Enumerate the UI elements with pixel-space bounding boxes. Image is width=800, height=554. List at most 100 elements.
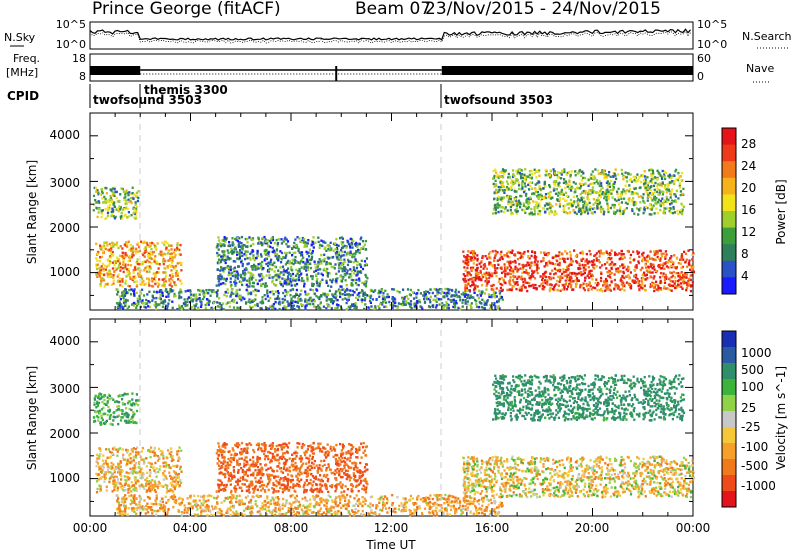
power-cell-2 (290, 297, 293, 300)
power-cell-4 (566, 276, 569, 279)
velocity-cell-0 (153, 489, 156, 492)
power-cell-4 (495, 287, 498, 290)
power-cell-2 (154, 300, 157, 304)
power-cell-3 (297, 249, 300, 252)
power-cell-4 (464, 269, 467, 272)
power-cell-3 (352, 268, 356, 271)
power-cell-2 (385, 301, 388, 304)
power-cell-4 (477, 276, 480, 279)
power-cell-5 (508, 175, 511, 179)
power-cell-0 (158, 271, 161, 274)
power-cell-5 (571, 201, 575, 205)
power-cell-2 (362, 294, 365, 297)
power-cell-3 (294, 251, 297, 254)
power-cell-0 (154, 282, 157, 286)
power-cell-2 (392, 300, 395, 303)
power-cell-3 (350, 282, 353, 285)
power-cell-4 (635, 273, 638, 277)
power-cell-3 (326, 244, 329, 247)
power-cell-4 (542, 288, 545, 291)
power-cell-3 (236, 236, 239, 240)
power-cell-0 (106, 283, 109, 286)
power-cell-0 (116, 244, 119, 247)
power-cell-4 (684, 260, 687, 264)
power-cell-3 (311, 275, 314, 278)
power-cell-2 (402, 288, 405, 291)
power-cell-4 (604, 289, 607, 292)
power-cell-2 (427, 305, 431, 308)
velocity-cell-0 (117, 466, 120, 470)
power-cell-4 (528, 257, 531, 260)
power-cell-2 (336, 298, 339, 302)
power-cell-4 (620, 253, 623, 256)
power-cell-5 (643, 170, 646, 173)
velocity-cell-0 (153, 469, 156, 472)
power-cell-2 (334, 290, 338, 293)
power-cell-2 (346, 293, 349, 296)
power-cell-0 (107, 259, 110, 262)
power-cell-2 (474, 298, 477, 302)
power-cell-3 (224, 240, 227, 243)
power-cell-3 (236, 257, 239, 260)
power-cell-0 (117, 246, 120, 250)
power-cell-4 (562, 271, 565, 274)
power-cell-5 (554, 210, 557, 213)
power-cell-5 (512, 182, 515, 186)
power-cell-5 (520, 174, 523, 177)
power-cell-0 (103, 273, 106, 277)
power-cell-0 (151, 277, 154, 280)
power-cell-4 (609, 289, 613, 292)
power-cell-4 (596, 284, 599, 287)
power-cell-4 (625, 281, 628, 284)
power-cell-4 (503, 254, 506, 257)
power-cell-5 (639, 206, 642, 210)
power-cell-2 (271, 290, 274, 293)
power-cell-3 (349, 246, 352, 249)
power-cell-3 (268, 276, 271, 279)
power-cell-2 (392, 288, 396, 291)
power-cell-5 (682, 205, 686, 208)
power-cell-5 (648, 213, 651, 216)
power-cell-2 (202, 290, 205, 293)
power-cell-4 (646, 276, 649, 280)
power-cell-3 (241, 264, 244, 268)
velocity-cell-0 (159, 449, 162, 453)
power-cell-2 (146, 302, 149, 305)
power-cell-5 (659, 199, 663, 203)
power-cell-3 (275, 238, 278, 242)
power-cell-3 (303, 267, 306, 270)
power-cell-2 (337, 304, 340, 307)
power-cell-2 (141, 299, 144, 302)
power-cell-2 (252, 298, 255, 302)
power-cell-4 (613, 288, 616, 291)
velocity-cell-0 (132, 455, 135, 459)
power-cell-5 (643, 208, 646, 211)
power-cell-5 (670, 181, 673, 184)
power-cell-5 (534, 187, 537, 190)
power-cell-5 (658, 193, 661, 196)
power-cell-3 (300, 272, 303, 275)
power-cell-3 (225, 277, 228, 281)
power-cell-4 (627, 265, 630, 269)
power-cell-5 (524, 205, 527, 208)
power-cell-5 (594, 168, 597, 171)
power-cell-4 (570, 263, 573, 266)
power-cell-4 (539, 275, 542, 278)
power-cell-4 (483, 272, 486, 275)
power-cell-5 (624, 184, 627, 187)
power-cell-4 (553, 255, 557, 259)
power-cell-0 (168, 283, 171, 287)
velocity-cell-0 (136, 471, 139, 474)
power-cell-0 (149, 267, 152, 270)
power-cell-0 (126, 243, 129, 246)
power-cell-4 (549, 276, 552, 279)
power-cell-4 (585, 282, 588, 286)
power-cell-3 (294, 244, 297, 248)
power-cell-4 (653, 275, 656, 278)
power-cell-2 (349, 293, 352, 297)
power-cell-0 (113, 270, 116, 273)
power-cell-0 (173, 256, 177, 259)
power-cell-5 (557, 191, 560, 194)
power-cell-3 (314, 266, 317, 269)
power-cell-4 (497, 263, 500, 266)
